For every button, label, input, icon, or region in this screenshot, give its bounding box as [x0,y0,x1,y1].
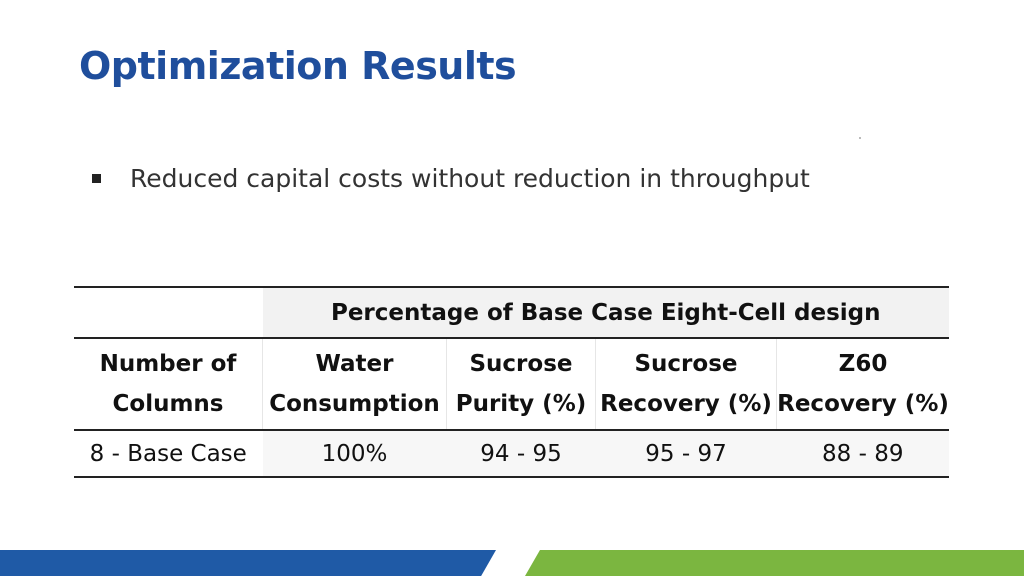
table-cell: 95 - 97 [595,430,777,478]
table-cell: 100% [262,430,447,478]
span-header: Percentage of Base Case Eight-Cell desig… [262,286,949,339]
column-header: Sucrose Purity (%) [446,338,596,431]
column-header-line: Columns [112,391,224,417]
column-header-line: Recovery (%) [777,391,949,417]
column-header-line: Sucrose [634,351,738,377]
column-header-line: Purity (%) [455,391,587,417]
span-header-row: Percentage of Base Case Eight-Cell desig… [74,286,949,339]
square-bullet-icon [92,174,101,183]
results-table: Percentage of Base Case Eight-Cell desig… [74,286,949,478]
empty-header-cell [74,286,263,339]
column-header-row: Number of Columns Water Consumption Sucros… [74,338,949,431]
table-cell: 8 - Base Case [74,430,263,478]
column-header-line: Sucrose [469,351,573,377]
bullet-item: Reduced capital costs without reduction … [92,164,810,193]
column-header: Sucrose Recovery (%) [595,338,777,431]
column-header: Water Consumption [262,338,447,431]
slide-title: Optimization Results [79,44,517,88]
column-header: Number of Columns [74,338,263,431]
footer-band-green [525,550,1024,576]
stray-dot [859,137,861,139]
footer-band-blue [0,550,496,576]
bullet-text: Reduced capital costs without reduction … [130,164,810,193]
column-header-line: Water [315,351,394,377]
column-header-line: Number of [99,351,237,377]
column-header-line: Consumption [269,391,440,417]
column-header-line: Z60 [838,351,888,377]
table-cell: 94 - 95 [446,430,596,478]
table-cell: 88 - 89 [776,430,949,478]
column-header: Z60 Recovery (%) [776,338,949,431]
column-header-line: Recovery (%) [600,391,772,417]
table-row: 8 - Base Case 100% 94 - 95 95 - 97 88 - … [74,430,949,478]
